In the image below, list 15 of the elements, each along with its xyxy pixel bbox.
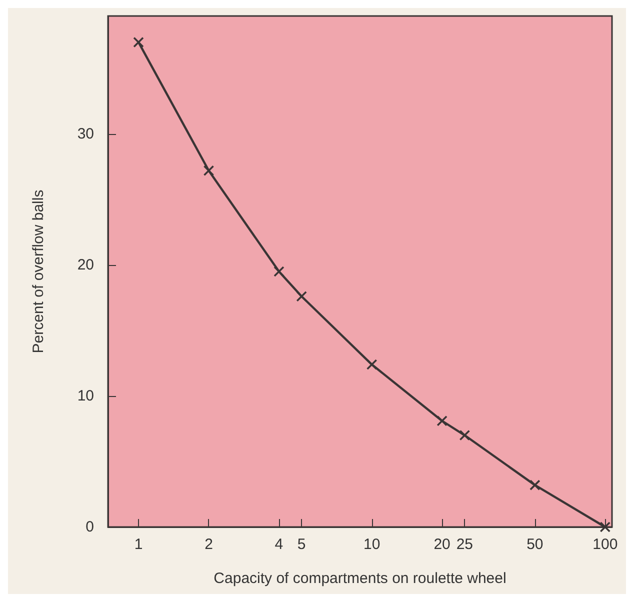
x-tick-label: 10 bbox=[363, 536, 380, 553]
x-tick-label: 4 bbox=[274, 536, 284, 553]
y-axis-title: Percent of overflow balls bbox=[30, 190, 47, 354]
x-tick-label: 1 bbox=[134, 536, 143, 553]
x-tick-label: 50 bbox=[526, 536, 544, 553]
y-tick-label: 10 bbox=[77, 387, 94, 404]
x-tick-label: 5 bbox=[297, 536, 306, 553]
y-tick-label: 30 bbox=[77, 125, 94, 142]
x-tick-label: 25 bbox=[456, 536, 474, 553]
x-tick-label: 20 bbox=[434, 536, 450, 553]
y-tick-label: 0 bbox=[86, 518, 94, 536]
x-axis-title: Capacity of compartments on roulette wheel bbox=[214, 570, 506, 587]
x-tick-label: 100 bbox=[592, 536, 618, 553]
y-tick-label: 20 bbox=[77, 256, 94, 274]
x-tick-label: 2 bbox=[204, 536, 213, 553]
